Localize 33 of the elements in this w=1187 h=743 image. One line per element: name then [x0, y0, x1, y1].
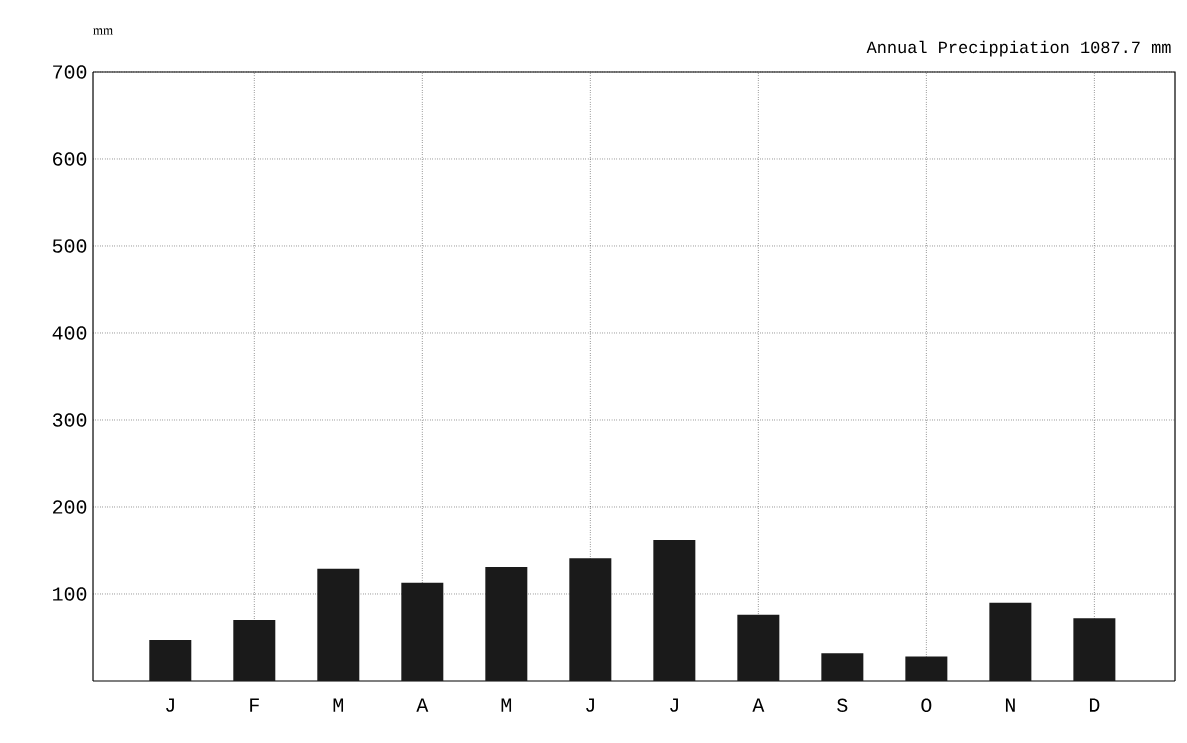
x-tick-label: J — [586, 698, 594, 712]
x-tick-label: D — [1089, 698, 1100, 712]
bar — [737, 614, 780, 681]
bar — [821, 653, 864, 681]
y-tick-label: 100 — [53, 587, 87, 601]
bar — [569, 558, 612, 681]
y-tick-label: 200 — [53, 500, 87, 514]
x-tick-label: O — [921, 698, 932, 713]
y-axis-title: mm — [93, 28, 113, 35]
bar — [317, 568, 360, 681]
y-tick-label: 300 — [52, 413, 87, 427]
bar — [485, 567, 528, 681]
x-tick-label: J — [670, 698, 678, 712]
bar — [233, 620, 276, 681]
bar — [653, 540, 696, 681]
bar — [989, 602, 1032, 681]
y-tick-label: 600 — [53, 152, 87, 166]
x-tick-label: A — [752, 698, 765, 712]
y-tick-label: 400 — [52, 326, 87, 340]
x-tick-label: S — [837, 698, 848, 713]
x-tick-label: F — [250, 698, 259, 712]
bar — [149, 640, 192, 681]
chart-title: Annual Precippiation 1087.7 mm — [866, 40, 1171, 57]
y-tick-label: 700 — [53, 65, 87, 79]
bar — [905, 656, 948, 681]
x-tick-label: M — [501, 698, 512, 712]
y-tick-label: 500 — [52, 239, 87, 253]
x-tick-label: J — [166, 698, 174, 712]
x-tick-label: A — [416, 698, 429, 712]
bar — [401, 582, 444, 681]
bar — [1073, 618, 1116, 681]
x-tick-label: N — [1005, 698, 1015, 712]
x-tick-label: M — [333, 698, 344, 712]
